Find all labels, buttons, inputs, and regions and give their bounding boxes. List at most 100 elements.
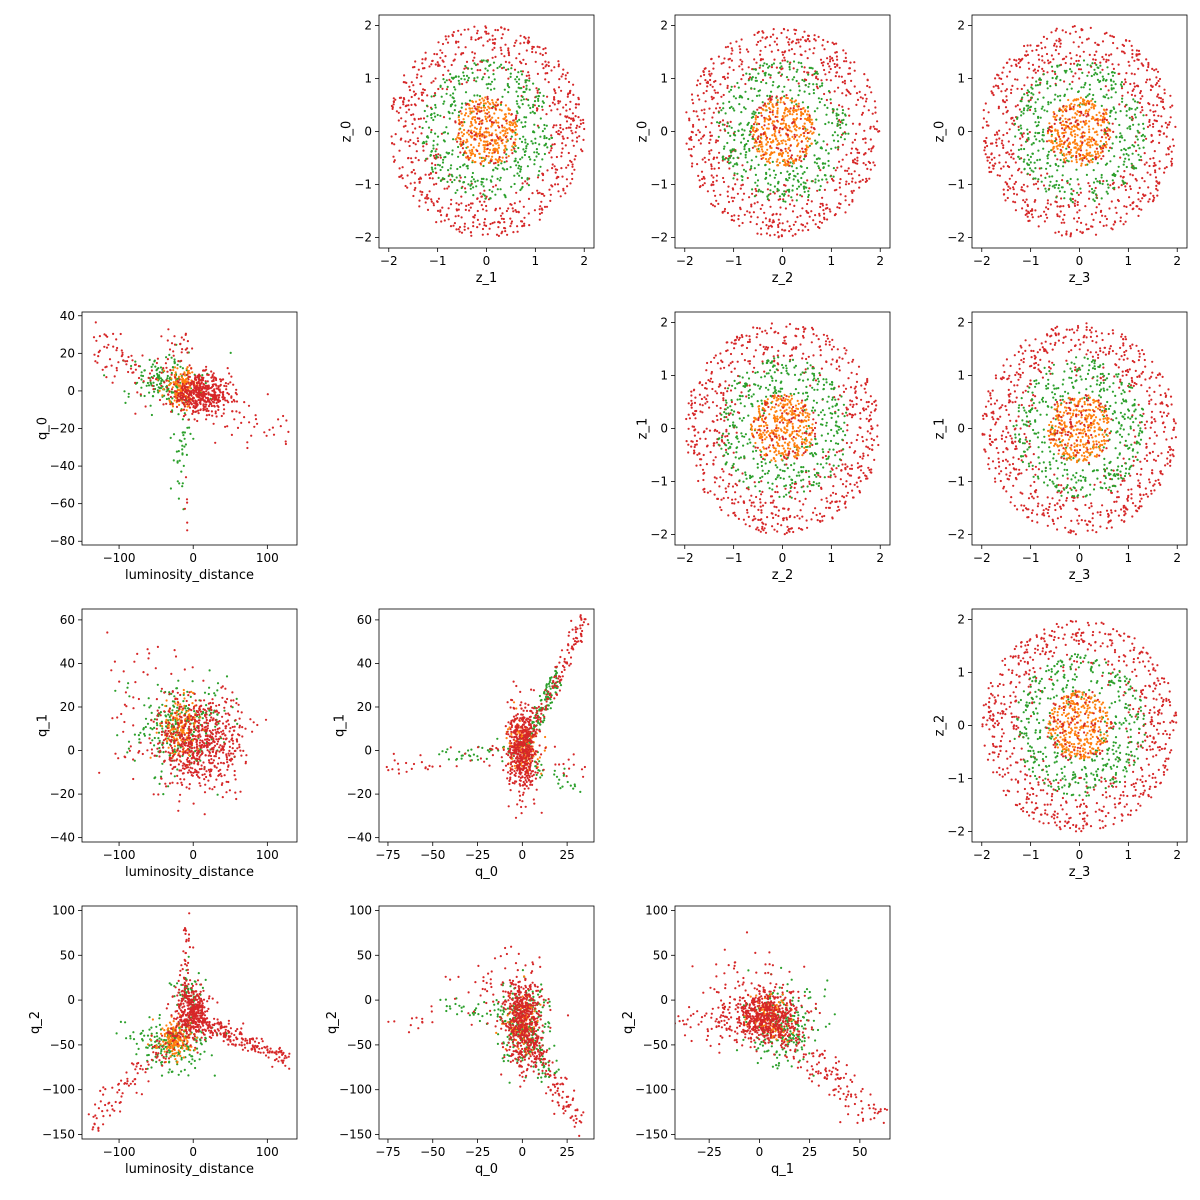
scatter-point (390, 104, 393, 108)
scatter-point (577, 116, 580, 119)
scatter-point (717, 111, 721, 114)
scatter-point (524, 141, 527, 144)
scatter-point (737, 86, 740, 89)
scatter-point (440, 132, 443, 135)
scatter-point (798, 85, 801, 88)
scatter-point (825, 203, 828, 206)
scatter-point (435, 171, 438, 174)
scatter-point (794, 220, 797, 223)
scatter-point (486, 112, 489, 115)
scatter-point (1059, 94, 1062, 97)
scatter-point (537, 174, 540, 177)
scatter-point (1170, 150, 1173, 153)
scatter-point (1129, 187, 1132, 191)
scatter-point (1124, 188, 1127, 192)
scatter-point (493, 112, 496, 115)
scatter-point (460, 131, 463, 134)
scatter-point (541, 208, 544, 211)
scatter-point (872, 161, 875, 164)
scatter-point (475, 134, 478, 137)
scatter-point (488, 64, 491, 67)
scatter-point (430, 107, 433, 111)
scatter-point (459, 138, 462, 141)
scatter-point (720, 62, 723, 65)
scatter-point (170, 377, 173, 380)
scatter-point (991, 142, 994, 145)
scatter-point (440, 220, 443, 223)
scatter-point (491, 56, 494, 59)
scatter-point (1119, 156, 1122, 159)
scatter-point (492, 42, 495, 45)
scatter-point (1081, 41, 1084, 44)
scatter-point (1148, 103, 1151, 106)
scatter-point (567, 80, 571, 84)
scatter-point (822, 209, 825, 212)
scatter-point (695, 133, 698, 136)
scatter-point (514, 131, 517, 134)
scatter-point (1054, 116, 1057, 119)
scatter-point (480, 122, 483, 125)
scatter-point (736, 81, 739, 85)
scatter-point (777, 142, 780, 145)
scatter-point (1046, 202, 1049, 205)
scatter-point (801, 207, 804, 210)
scatter-point (578, 135, 581, 138)
scatter-point (739, 51, 742, 54)
scatter-point (765, 63, 769, 66)
scatter-point (491, 190, 494, 193)
scatter-point (486, 100, 489, 103)
scatter-point (1056, 129, 1059, 132)
scatter-point (750, 167, 753, 170)
scatter-point (757, 190, 760, 193)
scatter-point (148, 358, 151, 361)
scatter-point (487, 76, 490, 79)
scatter-point (500, 160, 503, 163)
scatter-point (507, 54, 511, 57)
scatter-point (710, 163, 713, 166)
scatter-point (425, 120, 428, 123)
scatter-point (399, 106, 402, 109)
scatter-point (859, 96, 862, 99)
scatter-point (1132, 123, 1135, 126)
scatter-point (771, 104, 774, 108)
scatter-point (1096, 143, 1099, 146)
scatter-point (1030, 83, 1033, 86)
scatter-point (1064, 117, 1067, 120)
scatter-point (461, 102, 464, 105)
scatter-point (1055, 180, 1058, 183)
scatter-point (1132, 88, 1135, 91)
scatter-point (1117, 186, 1120, 189)
scatter-point (1162, 106, 1165, 109)
scatter-point (478, 95, 482, 98)
scatter-point (488, 115, 491, 118)
scatter-point (492, 144, 495, 147)
scatter-point (1063, 94, 1066, 98)
scatter-point (1163, 167, 1166, 170)
scatter-point (542, 48, 545, 51)
scatter-point (841, 112, 844, 115)
scatter-point (471, 175, 474, 179)
scatter-point (550, 145, 553, 148)
scatter-point (827, 90, 831, 93)
scatter-point (708, 73, 711, 76)
scatter-point (784, 115, 787, 118)
scatter-point (518, 137, 522, 140)
scatter-point (1053, 186, 1056, 189)
scatter-point (179, 373, 182, 376)
scatter-point (447, 152, 450, 155)
scatter-point (824, 162, 827, 165)
scatter-point (844, 132, 847, 135)
scatter-point (451, 181, 454, 184)
scatter-point (730, 196, 733, 199)
scatter-point (491, 101, 494, 104)
y-tick-label: −2 (947, 230, 965, 244)
scatter-point (874, 106, 877, 109)
scatter-point (494, 38, 497, 41)
scatter-point (1019, 99, 1022, 103)
scatter-point (458, 121, 461, 124)
scatter-point (1079, 149, 1083, 152)
scatter-point (476, 63, 479, 66)
scatter-point (712, 180, 715, 184)
scatter-point (825, 113, 828, 116)
scatter-point (447, 35, 450, 38)
